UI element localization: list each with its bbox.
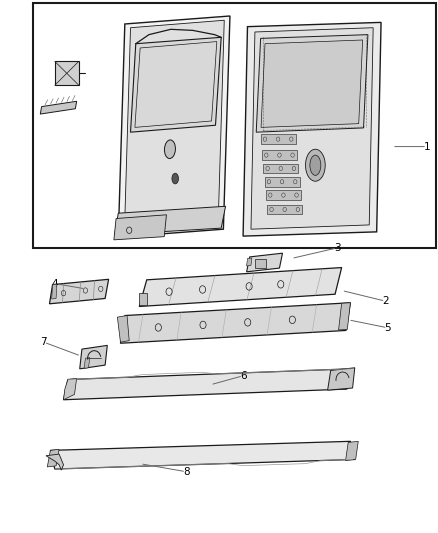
Bar: [33, 3, 436, 248]
Polygon shape: [47, 449, 59, 467]
Polygon shape: [64, 378, 77, 400]
Bar: [266, 190, 301, 200]
Polygon shape: [247, 253, 283, 272]
Polygon shape: [80, 345, 107, 369]
Ellipse shape: [310, 155, 321, 175]
Polygon shape: [251, 28, 373, 229]
Bar: [55, 61, 79, 85]
Polygon shape: [84, 358, 90, 368]
Polygon shape: [46, 454, 64, 470]
Polygon shape: [256, 35, 368, 132]
Polygon shape: [247, 258, 252, 266]
Polygon shape: [49, 279, 109, 304]
Bar: [255, 259, 266, 268]
Polygon shape: [64, 369, 350, 400]
Bar: [261, 134, 296, 144]
Ellipse shape: [172, 173, 179, 184]
Polygon shape: [40, 101, 77, 114]
Polygon shape: [346, 441, 358, 461]
Polygon shape: [139, 268, 342, 306]
Text: 8: 8: [183, 467, 190, 477]
Polygon shape: [339, 303, 350, 330]
Polygon shape: [328, 368, 355, 390]
Text: 1: 1: [424, 142, 431, 151]
Text: 4: 4: [51, 279, 58, 288]
Ellipse shape: [305, 149, 325, 181]
Bar: [265, 177, 300, 187]
Text: 3: 3: [334, 243, 341, 253]
Bar: [267, 205, 302, 214]
Text: 7: 7: [40, 337, 47, 347]
Polygon shape: [50, 441, 355, 469]
Polygon shape: [52, 284, 57, 299]
Text: 2: 2: [382, 296, 389, 306]
Polygon shape: [243, 22, 381, 236]
Polygon shape: [115, 206, 226, 235]
Polygon shape: [117, 316, 129, 342]
Polygon shape: [114, 215, 166, 240]
Bar: [263, 164, 298, 173]
Polygon shape: [120, 303, 350, 343]
Polygon shape: [124, 20, 224, 233]
Text: 6: 6: [240, 371, 247, 381]
Text: 5: 5: [384, 323, 391, 333]
Bar: [262, 150, 297, 160]
Polygon shape: [118, 16, 230, 237]
Polygon shape: [261, 40, 363, 127]
Bar: [139, 293, 147, 305]
Polygon shape: [131, 37, 221, 132]
Ellipse shape: [164, 140, 176, 158]
